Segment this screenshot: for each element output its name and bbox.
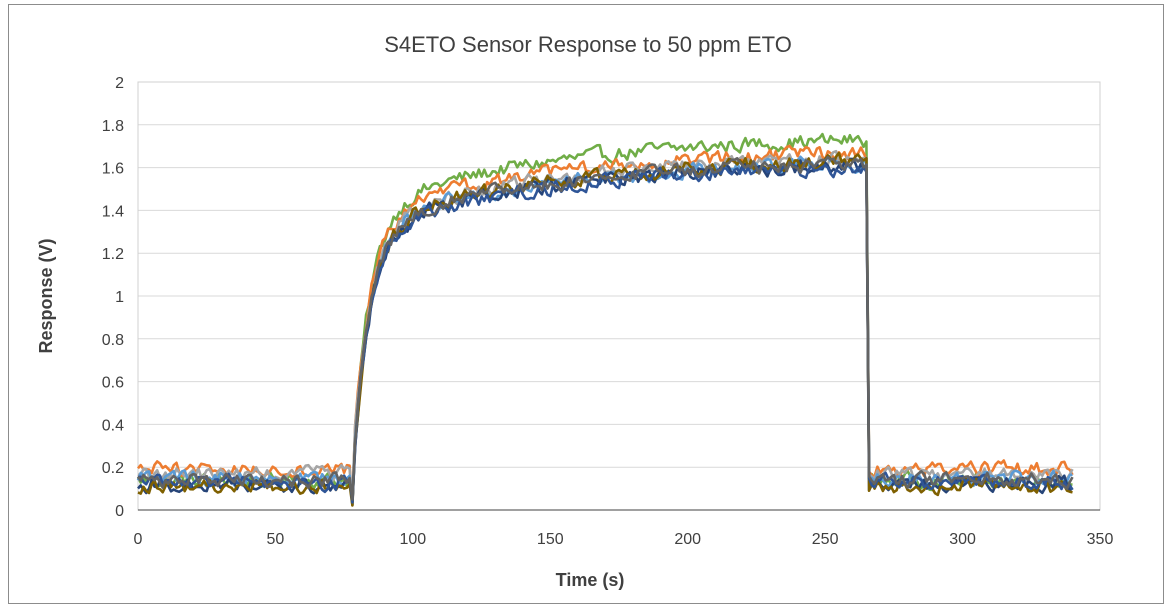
series-line (136, 155, 1074, 501)
y-tick-label: 1.2 (102, 246, 124, 263)
series-line (137, 157, 1074, 504)
x-tick-label: 200 (674, 531, 701, 548)
x-axis-label: Time (s) (556, 570, 625, 590)
series-line (137, 144, 1074, 507)
y-tick-label: 0.4 (102, 417, 124, 434)
gridlines (138, 81, 1100, 468)
series-line (137, 149, 1074, 504)
chart-title: S4ETO Sensor Response to 50 ppm ETO (384, 32, 792, 57)
x-tick-label: 100 (400, 531, 427, 548)
x-tick-label: 350 (1087, 531, 1114, 548)
series-line (136, 155, 1073, 507)
y-tick-label: 1.4 (102, 203, 124, 220)
x-axis-ticks: 0 50 100 150 200 250 300 350 (134, 531, 1114, 548)
y-tick-label: 1.8 (102, 118, 124, 135)
y-tick-label: 0.6 (102, 375, 124, 392)
x-tick-label: 0 (134, 531, 143, 548)
y-tick-label: 0.8 (102, 332, 124, 349)
x-tick-label: 300 (949, 531, 976, 548)
chart-frame (8, 4, 1164, 604)
y-axis-ticks: 0 0.2 0.4 0.6 0.8 1 1.2 1.4 1.6 1.8 2 (102, 75, 124, 520)
series-layer (136, 132, 1074, 507)
series-line (136, 132, 1073, 503)
y-axis-label: Response (V) (36, 238, 56, 353)
y-tick-label: 2 (115, 75, 124, 92)
y-tick-label: 1.6 (102, 161, 124, 178)
x-tick-label: 50 (267, 531, 285, 548)
y-tick-label: 0.2 (102, 460, 124, 477)
series-line (137, 162, 1074, 504)
x-tick-label: 150 (537, 531, 564, 548)
x-tick-label: 250 (812, 531, 839, 548)
y-tick-label: 0 (115, 503, 124, 520)
y-tick-label: 1 (115, 289, 124, 306)
series-line (137, 151, 1073, 507)
